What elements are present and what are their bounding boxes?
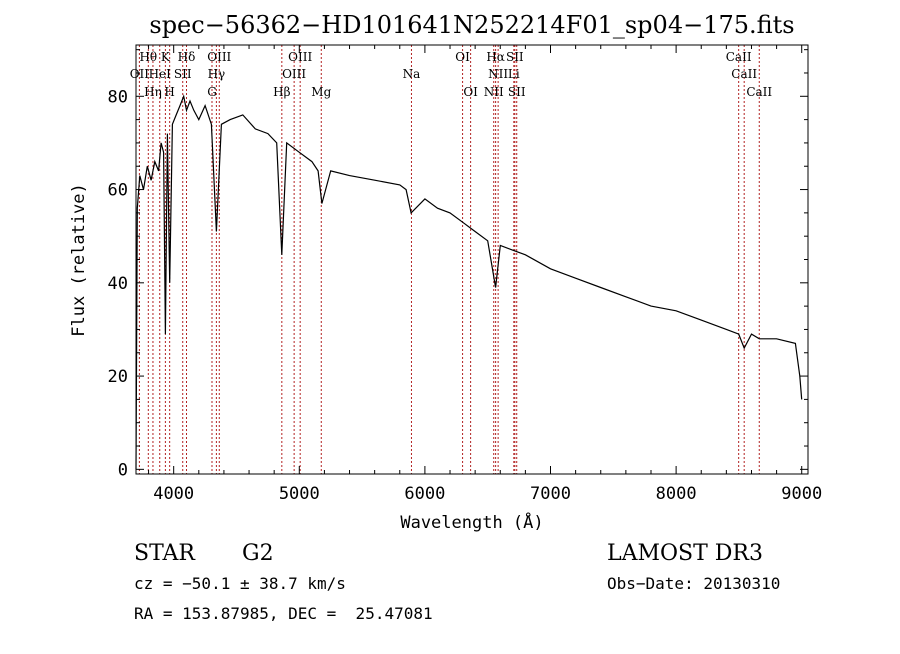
- line-label: NII: [484, 85, 504, 99]
- observation-date: Obs−Date: 20130310: [607, 574, 780, 593]
- line-label: NII: [488, 67, 508, 81]
- line-label: CaII: [726, 50, 752, 64]
- plot-frame: [135, 44, 809, 475]
- object-subclass: G2: [242, 541, 274, 566]
- line-label: OIII: [282, 67, 306, 81]
- spectral-line-markers: [138, 45, 760, 474]
- line-label: G: [207, 85, 217, 99]
- line-label: Hγ: [208, 67, 226, 81]
- line-label: OI: [463, 85, 478, 99]
- y-tick-label: 60: [108, 181, 128, 201]
- line-label: SII: [174, 67, 192, 81]
- line-label: K: [161, 50, 171, 64]
- line-label: Hα: [486, 50, 505, 64]
- line-label: CaII: [746, 85, 772, 99]
- line-label: OIII: [288, 50, 312, 64]
- y-axis-ticks: 0 20 40 60 80: [108, 49, 808, 480]
- line-label: OI: [455, 50, 470, 64]
- line-label: Na: [403, 67, 421, 81]
- y-tick-label: 20: [108, 367, 128, 387]
- line-label: Hη: [144, 85, 162, 99]
- y-tick-label: 40: [108, 274, 128, 294]
- object-class: STAR: [134, 541, 196, 566]
- x-tick-label: 4000: [153, 484, 194, 504]
- x-tick-label: 9000: [781, 484, 822, 504]
- line-label: OIII: [207, 50, 231, 64]
- x-axis-label: Wavelength (Å): [400, 511, 543, 533]
- line-label: SII: [506, 50, 524, 64]
- survey-name: LAMOST DR3: [607, 541, 763, 566]
- y-axis-label: Flux (relative): [69, 183, 89, 337]
- x-tick-label: 7000: [530, 484, 571, 504]
- line-label: Li: [508, 67, 520, 81]
- line-label: OII: [130, 67, 150, 81]
- y-tick-label: 80: [108, 87, 128, 107]
- line-label: Hδ: [178, 50, 196, 64]
- spectrum-line: [135, 94, 803, 470]
- line-label: H: [164, 85, 174, 99]
- x-tick-label: 6000: [404, 484, 445, 504]
- x-tick-label: 8000: [656, 484, 697, 504]
- coordinates-info: RA = 153.87985, DEC = 25.47081: [134, 604, 433, 623]
- line-label: CaII: [731, 67, 757, 81]
- line-label: SII: [508, 85, 526, 99]
- redshift-info: cz = −50.1 ± 38.7 km/s: [134, 574, 346, 593]
- x-axis-ticks: 4000 5000 6000 7000 8000 9000: [148, 45, 822, 504]
- line-label: HeI: [149, 67, 172, 81]
- x-tick-label: 5000: [279, 484, 320, 504]
- line-label: Mg: [311, 85, 331, 99]
- chart-title: spec−56362−HD101641N252214F01_sp04−175.f…: [149, 11, 794, 39]
- line-label: Hβ: [273, 85, 290, 99]
- y-tick-label: 0: [118, 460, 128, 480]
- line-label: Hθ: [139, 50, 157, 64]
